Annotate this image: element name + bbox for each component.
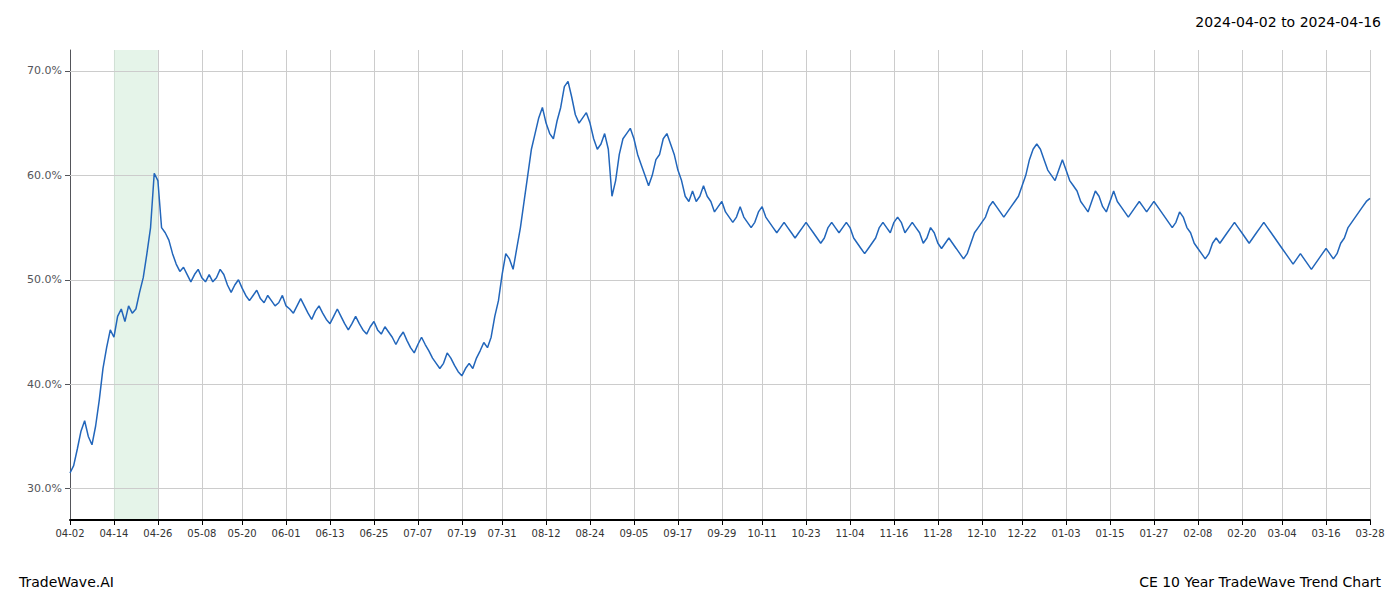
svg-text:09-29: 09-29 [707, 528, 736, 539]
svg-text:07-31: 07-31 [488, 528, 517, 539]
svg-text:04-02: 04-02 [55, 528, 84, 539]
svg-text:02-08: 02-08 [1183, 528, 1212, 539]
svg-text:06-01: 06-01 [272, 528, 301, 539]
svg-text:70.0%: 70.0% [27, 64, 62, 77]
svg-text:03-28: 03-28 [1355, 528, 1384, 539]
svg-text:07-19: 07-19 [447, 528, 476, 539]
svg-text:TradeWave.AI: TradeWave.AI [18, 574, 114, 590]
svg-text:01-03: 01-03 [1052, 528, 1081, 539]
svg-text:03-04: 03-04 [1268, 528, 1297, 539]
svg-text:10-11: 10-11 [748, 528, 777, 539]
svg-text:06-25: 06-25 [359, 528, 388, 539]
svg-text:04-26: 04-26 [143, 528, 172, 539]
svg-text:09-05: 09-05 [619, 528, 648, 539]
svg-text:02-20: 02-20 [1227, 528, 1256, 539]
svg-text:2024-04-02 to 2024-04-16: 2024-04-02 to 2024-04-16 [1195, 14, 1381, 30]
svg-text:11-04: 11-04 [835, 528, 864, 539]
svg-text:30.0%: 30.0% [27, 482, 62, 495]
svg-text:01-27: 01-27 [1139, 528, 1168, 539]
svg-text:11-16: 11-16 [879, 528, 908, 539]
svg-text:08-24: 08-24 [575, 528, 604, 539]
svg-text:60.0%: 60.0% [27, 169, 62, 182]
svg-text:08-12: 08-12 [532, 528, 561, 539]
svg-text:10-23: 10-23 [792, 528, 821, 539]
svg-text:01-15: 01-15 [1095, 528, 1124, 539]
svg-text:12-10: 12-10 [967, 528, 996, 539]
svg-text:05-20: 05-20 [228, 528, 257, 539]
svg-text:09-17: 09-17 [663, 528, 692, 539]
svg-text:06-13: 06-13 [315, 528, 344, 539]
svg-text:04-14: 04-14 [99, 528, 128, 539]
svg-text:50.0%: 50.0% [27, 273, 62, 286]
svg-text:05-08: 05-08 [187, 528, 216, 539]
svg-text:40.0%: 40.0% [27, 378, 62, 391]
svg-text:12-22: 12-22 [1008, 528, 1037, 539]
svg-text:03-16: 03-16 [1312, 528, 1341, 539]
svg-text:CE 10 Year TradeWave Trend Cha: CE 10 Year TradeWave Trend Chart [1139, 574, 1381, 590]
svg-text:11-28: 11-28 [923, 528, 952, 539]
svg-text:07-07: 07-07 [403, 528, 432, 539]
